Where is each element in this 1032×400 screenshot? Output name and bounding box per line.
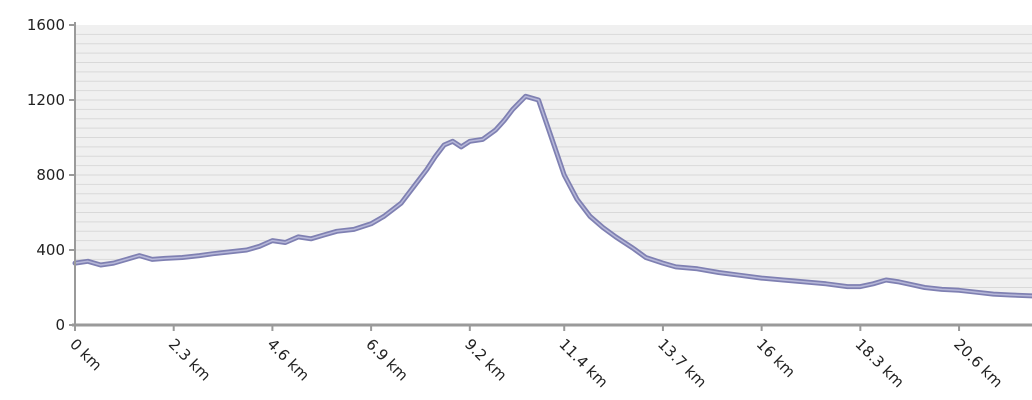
y-tick-label: 1200 — [27, 91, 65, 109]
x-tick-label: 16 km — [753, 335, 799, 381]
x-tick-label: 0 km — [66, 335, 105, 374]
x-tick-label: 13.7 km — [654, 335, 710, 391]
y-tick-label: 1600 — [27, 16, 65, 34]
elevation-line-highlight — [74, 95, 1032, 297]
y-tick-label: 0 — [55, 316, 65, 334]
y-tick-label: 400 — [36, 241, 65, 259]
x-tick-label: 4.6 km — [264, 335, 313, 384]
x-tick-label: 2.3 km — [165, 335, 214, 384]
x-tick-label: 6.9 km — [362, 335, 411, 384]
x-tick-label: 9.2 km — [461, 335, 510, 384]
x-tick-label: 11.4 km — [555, 335, 611, 391]
x-tick-label: 20.6 km — [950, 335, 1006, 391]
elevation-area — [75, 96, 1032, 325]
y-tick-label: 800 — [36, 166, 65, 184]
x-tick-label: 18.3 km — [852, 335, 908, 391]
